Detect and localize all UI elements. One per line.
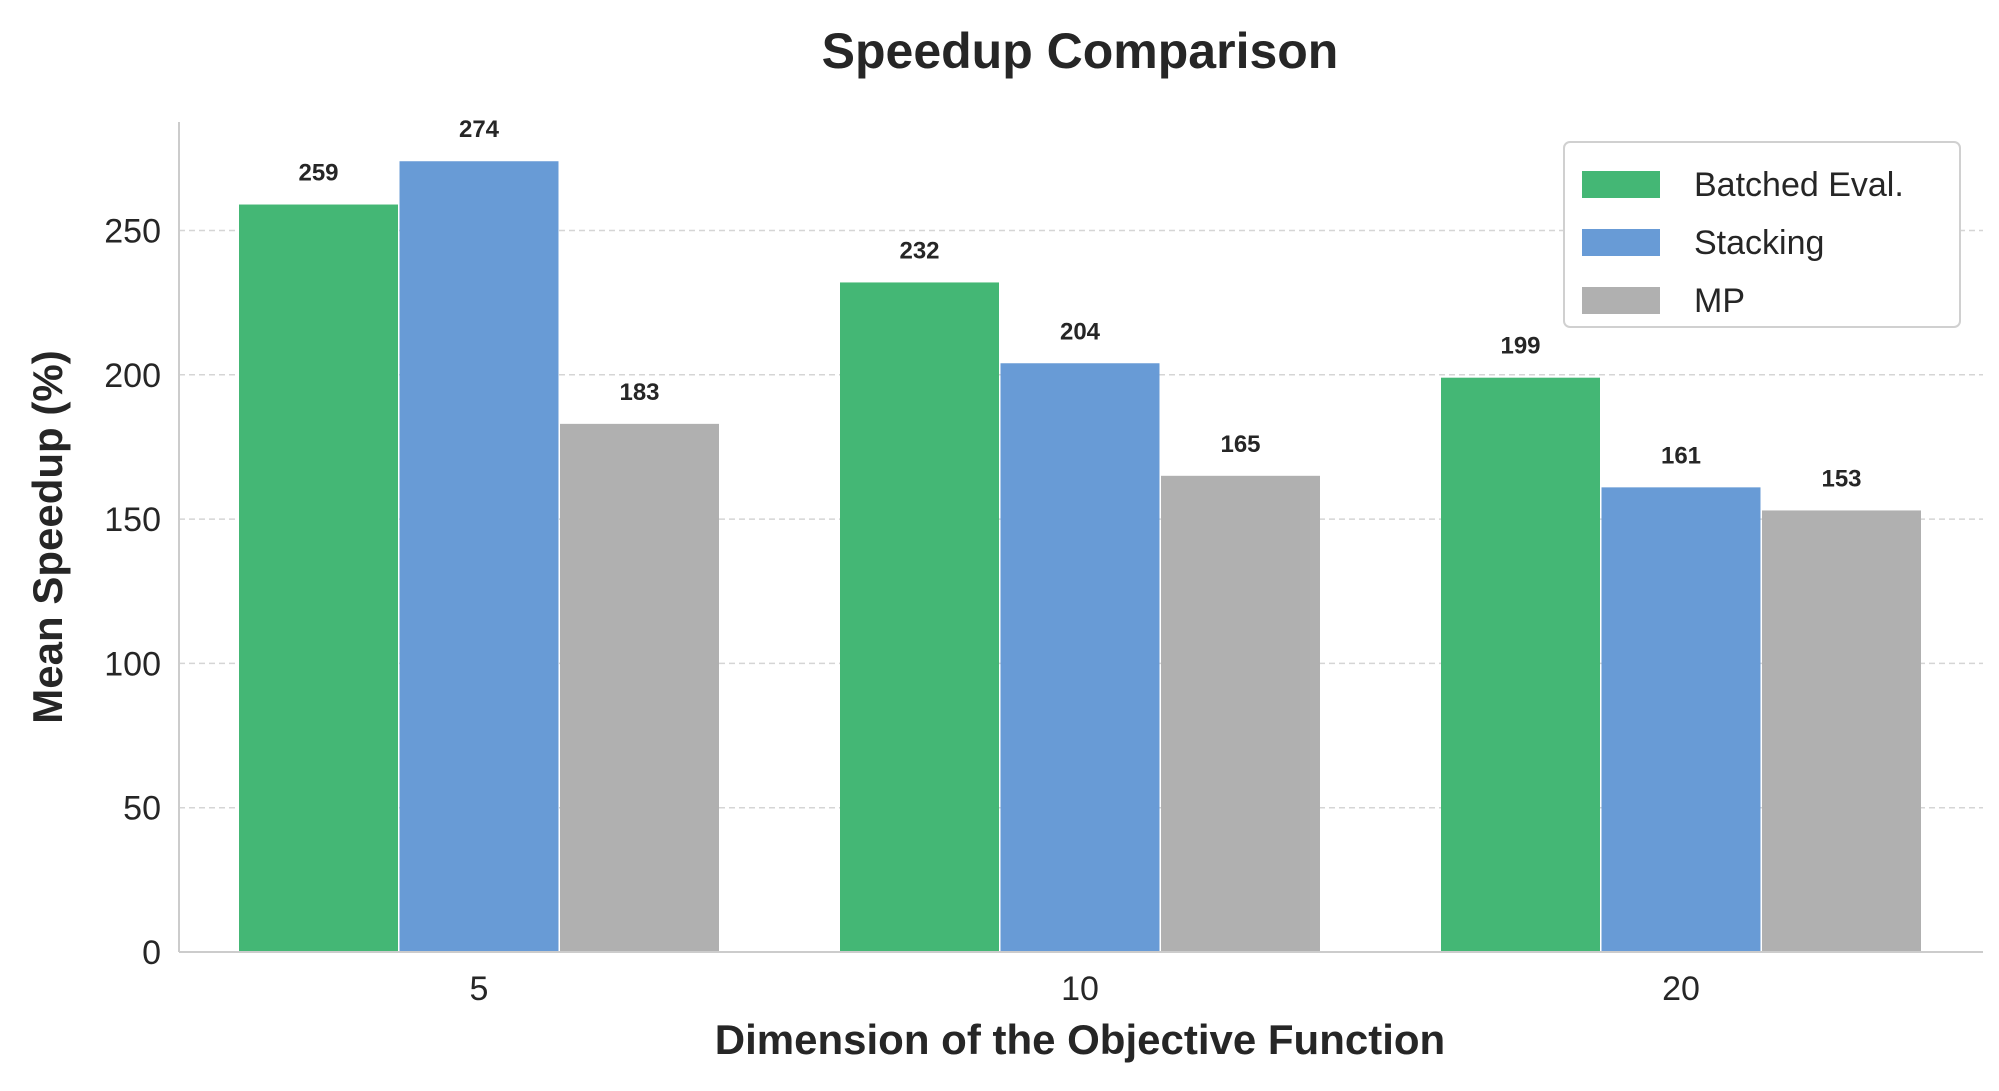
- bar-stacking: [1000, 363, 1160, 953]
- y-tick-label: 100: [104, 645, 161, 683]
- bar-stacking: [399, 161, 559, 953]
- legend: Batched Eval. Stacking MP: [1563, 141, 1961, 328]
- data-label: 232: [899, 237, 939, 264]
- data-label: 183: [619, 379, 659, 406]
- bar-mp: [1762, 510, 1921, 952]
- y-tick-label: 50: [123, 790, 161, 828]
- legend-swatch: [1582, 287, 1660, 314]
- bar-mp: [1161, 475, 1320, 952]
- data-label: 161: [1661, 442, 1701, 469]
- legend-label: Stacking: [1694, 224, 1824, 262]
- y-tick-label: 0: [142, 934, 161, 972]
- data-label: 274: [459, 116, 500, 143]
- y-tick-label: 200: [104, 357, 161, 395]
- data-label: 153: [1821, 465, 1861, 492]
- legend-box: [1563, 141, 1961, 328]
- data-label: 259: [298, 160, 338, 187]
- y-tick-label: 150: [104, 501, 161, 539]
- x-axis-label: Dimension of the Objective Function: [715, 1016, 1445, 1063]
- bar-stacking: [1601, 487, 1761, 952]
- bar-batched-eval: [239, 204, 398, 952]
- bar-batched-eval: [840, 282, 999, 952]
- y-tick-label: 250: [104, 213, 161, 251]
- chart-title: Speedup Comparison: [822, 23, 1339, 79]
- legend-swatch: [1582, 171, 1660, 198]
- x-tick-label: 5: [470, 970, 489, 1008]
- data-label: 204: [1060, 318, 1101, 345]
- bar-mp: [560, 423, 719, 952]
- data-label: 199: [1500, 333, 1540, 360]
- legend-label: MP: [1694, 282, 1745, 320]
- legend-swatch: [1582, 229, 1660, 256]
- x-tick-label: 10: [1061, 970, 1099, 1008]
- data-label: 165: [1220, 431, 1260, 458]
- bar-batched-eval: [1441, 377, 1600, 952]
- legend-label: Batched Eval.: [1694, 166, 1904, 204]
- x-tick-label: 20: [1662, 970, 1700, 1008]
- y-axis-label: Mean Speedup (%): [24, 350, 71, 723]
